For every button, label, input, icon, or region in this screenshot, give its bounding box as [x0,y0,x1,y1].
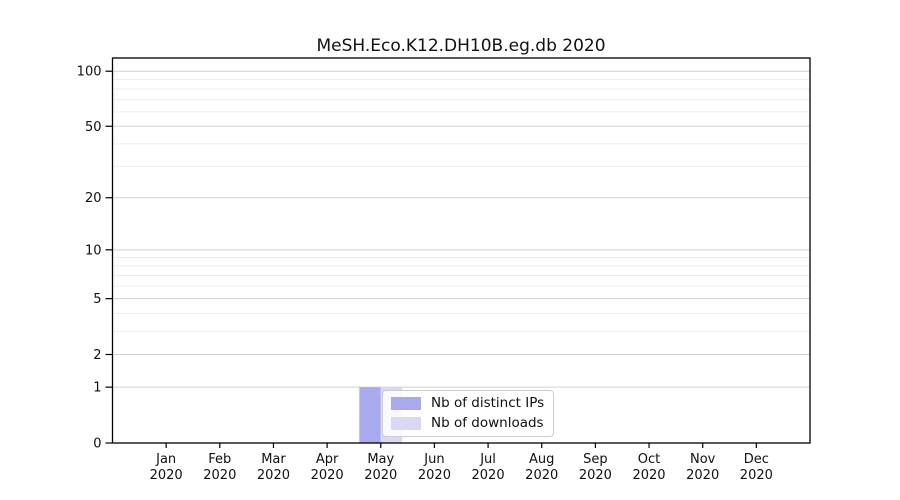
x-tick-label-month: Jul [479,452,496,467]
y-tick-label: 2 [93,348,101,363]
x-tick-label-year: 2020 [311,468,344,483]
x-tick-label-month: Jan [155,452,176,467]
legend-entry-distinct-ips: Nb of distinct IPs [391,396,544,411]
x-tick-label-month: Mar [261,452,286,467]
y-tick-label: 10 [85,243,102,258]
x-tick-label-year: 2020 [579,468,612,483]
x-tick-label-year: 2020 [418,468,451,483]
x-tick-label-year: 2020 [472,468,505,483]
legend: Nb of distinct IPs Nb of downloads [382,390,555,437]
x-tick-label-year: 2020 [740,468,773,483]
y-tick-label: 20 [85,191,102,206]
x-tick-label-month: Jun [423,452,444,467]
legend-swatch-downloads [391,416,421,430]
legend-label-downloads: Nb of downloads [431,414,544,431]
legend-label-distinct-ips: Nb of distinct IPs [431,395,545,411]
x-tick-label-month: Nov [690,452,716,467]
x-tick-label-month: Dec [744,452,769,467]
x-tick-label-month: Aug [529,452,554,467]
legend-swatch-distinct-ips [391,396,421,410]
x-tick-label-year: 2020 [364,468,397,483]
x-tick-label-year: 2020 [203,468,236,483]
y-tick-label: 50 [85,120,102,135]
x-tick-label-year: 2020 [150,468,183,483]
y-tick-label: 0 [93,437,101,452]
legend-entry-downloads: Nb of downloads [391,414,544,431]
x-tick-label-month: Sep [583,452,608,467]
x-tick-label-year: 2020 [525,468,558,483]
y-tick-label: 1 [93,381,101,396]
bar-nb-of-distinct-ips-may [359,387,381,443]
x-tick-label-year: 2020 [686,468,719,483]
x-tick-label-month: May [367,452,394,467]
y-tick-label: 100 [77,65,102,80]
x-tick-label-year: 2020 [257,468,290,483]
x-tick-label-month: Oct [638,452,660,467]
axis-frame [111,57,811,444]
chart-title: MeSH.Eco.K12.DH10B.eg.db 2020 [316,36,606,56]
x-tick-label-year: 2020 [632,468,665,483]
y-tick-label: 5 [93,292,101,307]
x-tick-label-month: Apr [316,452,339,467]
x-tick-label-month: Feb [208,452,231,467]
